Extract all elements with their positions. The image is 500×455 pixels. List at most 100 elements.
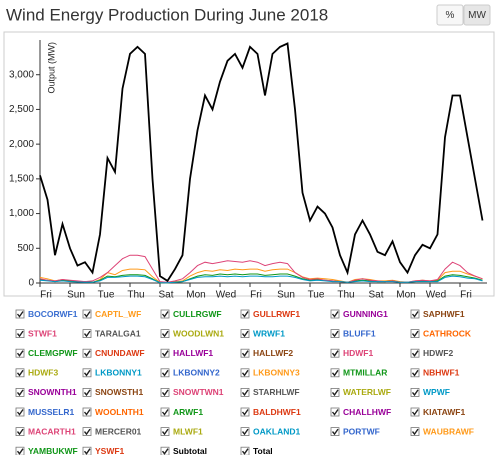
legend-label[interactable]: Subtotal bbox=[173, 446, 207, 455]
checkbox[interactable] bbox=[240, 446, 250, 455]
legend-label[interactable]: BALDHWF1 bbox=[253, 407, 301, 417]
legend-label[interactable]: CATHROCK bbox=[423, 328, 472, 338]
checkmark[interactable] bbox=[331, 389, 339, 397]
checkmark[interactable] bbox=[411, 330, 419, 338]
checkbox[interactable] bbox=[410, 368, 420, 378]
checkmark[interactable] bbox=[83, 409, 91, 416]
checkmark[interactable] bbox=[241, 428, 249, 436]
checkmark[interactable] bbox=[241, 448, 249, 455]
checkmark[interactable] bbox=[331, 428, 339, 436]
checkmark[interactable] bbox=[331, 350, 339, 357]
checkbox[interactable] bbox=[160, 329, 170, 339]
checkbox[interactable] bbox=[82, 368, 92, 378]
legend-label[interactable]: SNOWSTH1 bbox=[95, 387, 143, 397]
legend-label[interactable]: LKBONNY2 bbox=[173, 368, 220, 378]
checkmark[interactable] bbox=[411, 350, 419, 357]
checkmark[interactable] bbox=[83, 369, 91, 377]
checkbox[interactable] bbox=[240, 407, 250, 417]
checkmark[interactable] bbox=[161, 448, 169, 455]
checkmark[interactable] bbox=[411, 369, 419, 377]
legend-label[interactable]: GUNNING1 bbox=[343, 309, 388, 319]
checkmark[interactable] bbox=[161, 369, 169, 377]
checkmark[interactable] bbox=[411, 389, 419, 397]
unit-button-label[interactable]: MW bbox=[468, 10, 486, 21]
checkbox[interactable] bbox=[160, 348, 170, 358]
checkmark[interactable] bbox=[241, 409, 249, 416]
checkmark[interactable] bbox=[161, 311, 169, 318]
checkbox[interactable] bbox=[330, 348, 340, 358]
checkmark[interactable] bbox=[16, 311, 24, 318]
checkbox[interactable] bbox=[82, 387, 92, 397]
checkbox[interactable] bbox=[330, 368, 340, 378]
checkbox[interactable] bbox=[410, 387, 420, 397]
checkmark[interactable] bbox=[411, 428, 419, 436]
legend-label[interactable]: WATERLWF bbox=[343, 387, 391, 397]
checkbox[interactable] bbox=[410, 427, 420, 437]
unit-button[interactable] bbox=[463, 4, 491, 26]
legend-label[interactable]: CHALLHWF bbox=[343, 407, 391, 417]
checkbox[interactable] bbox=[160, 368, 170, 378]
legend-label[interactable]: OAKLAND1 bbox=[253, 426, 300, 436]
legend-label[interactable]: Total bbox=[253, 446, 273, 455]
checkbox[interactable] bbox=[410, 309, 420, 319]
legend-label[interactable]: YAMBUKWF bbox=[28, 446, 78, 455]
unit-button[interactable] bbox=[436, 4, 464, 26]
unit-button-label[interactable]: % bbox=[446, 10, 455, 21]
checkmark[interactable] bbox=[331, 311, 339, 318]
legend-label[interactable]: GULLRWF1 bbox=[253, 309, 300, 319]
legend-label[interactable]: WPWF bbox=[423, 387, 450, 397]
checkbox[interactable] bbox=[15, 368, 25, 378]
legend-label[interactable]: CNUNDAWF bbox=[95, 348, 145, 358]
checkbox[interactable] bbox=[160, 427, 170, 437]
checkbox[interactable] bbox=[82, 427, 92, 437]
legend-label[interactable]: MACARTH1 bbox=[28, 426, 76, 436]
legend-label[interactable]: WRWF1 bbox=[253, 328, 285, 338]
checkmark[interactable] bbox=[241, 311, 249, 318]
checkbox[interactable] bbox=[15, 446, 25, 455]
checkbox[interactable] bbox=[240, 427, 250, 437]
checkbox[interactable] bbox=[160, 309, 170, 319]
checkbox[interactable] bbox=[240, 309, 250, 319]
checkmark[interactable] bbox=[161, 389, 169, 397]
checkbox[interactable] bbox=[15, 407, 25, 417]
checkmark[interactable] bbox=[16, 389, 24, 397]
legend-label[interactable]: NBHWF1 bbox=[423, 368, 460, 378]
legend-label[interactable]: WOOLNTH1 bbox=[95, 407, 144, 417]
checkbox[interactable] bbox=[82, 329, 92, 339]
checkmark[interactable] bbox=[161, 330, 169, 338]
checkbox[interactable] bbox=[330, 427, 340, 437]
legend-label[interactable]: HALLWF2 bbox=[253, 348, 293, 358]
checkmark[interactable] bbox=[411, 311, 419, 318]
checkbox[interactable] bbox=[240, 368, 250, 378]
legend-label[interactable]: LKBONNY3 bbox=[253, 368, 300, 378]
checkmark[interactable] bbox=[16, 409, 24, 416]
legend-label[interactable]: CLEMGPWF bbox=[28, 348, 78, 358]
checkbox[interactable] bbox=[240, 387, 250, 397]
checkbox[interactable] bbox=[82, 348, 92, 358]
legend-label[interactable]: SNOWNTH1 bbox=[28, 387, 77, 397]
checkbox[interactable] bbox=[15, 348, 25, 358]
checkmark[interactable] bbox=[16, 350, 24, 357]
legend-label[interactable]: SNOWTWN1 bbox=[173, 387, 224, 397]
checkmark[interactable] bbox=[331, 369, 339, 377]
checkmark[interactable] bbox=[331, 409, 339, 416]
checkbox[interactable] bbox=[410, 329, 420, 339]
checkmark[interactable] bbox=[83, 330, 91, 338]
legend-label[interactable]: MUSSELR1 bbox=[28, 407, 75, 417]
legend-label[interactable]: BLUFF1 bbox=[343, 328, 376, 338]
checkmark[interactable] bbox=[241, 330, 249, 338]
checkbox[interactable] bbox=[15, 329, 25, 339]
legend-label[interactable]: MLWF1 bbox=[173, 426, 203, 436]
legend-label[interactable]: STWF1 bbox=[28, 328, 57, 338]
legend-label[interactable]: LKBONNY1 bbox=[95, 368, 142, 378]
checkmark[interactable] bbox=[241, 350, 249, 357]
checkmark[interactable] bbox=[241, 369, 249, 377]
legend-label[interactable]: CAPTL_WF bbox=[95, 309, 141, 319]
legend-label[interactable]: HDWF1 bbox=[343, 348, 373, 358]
checkmark[interactable] bbox=[161, 350, 169, 357]
checkbox[interactable] bbox=[82, 446, 92, 455]
checkbox[interactable] bbox=[240, 348, 250, 358]
legend-label[interactable]: HALLWF1 bbox=[173, 348, 213, 358]
checkbox[interactable] bbox=[15, 387, 25, 397]
checkbox[interactable] bbox=[82, 407, 92, 417]
